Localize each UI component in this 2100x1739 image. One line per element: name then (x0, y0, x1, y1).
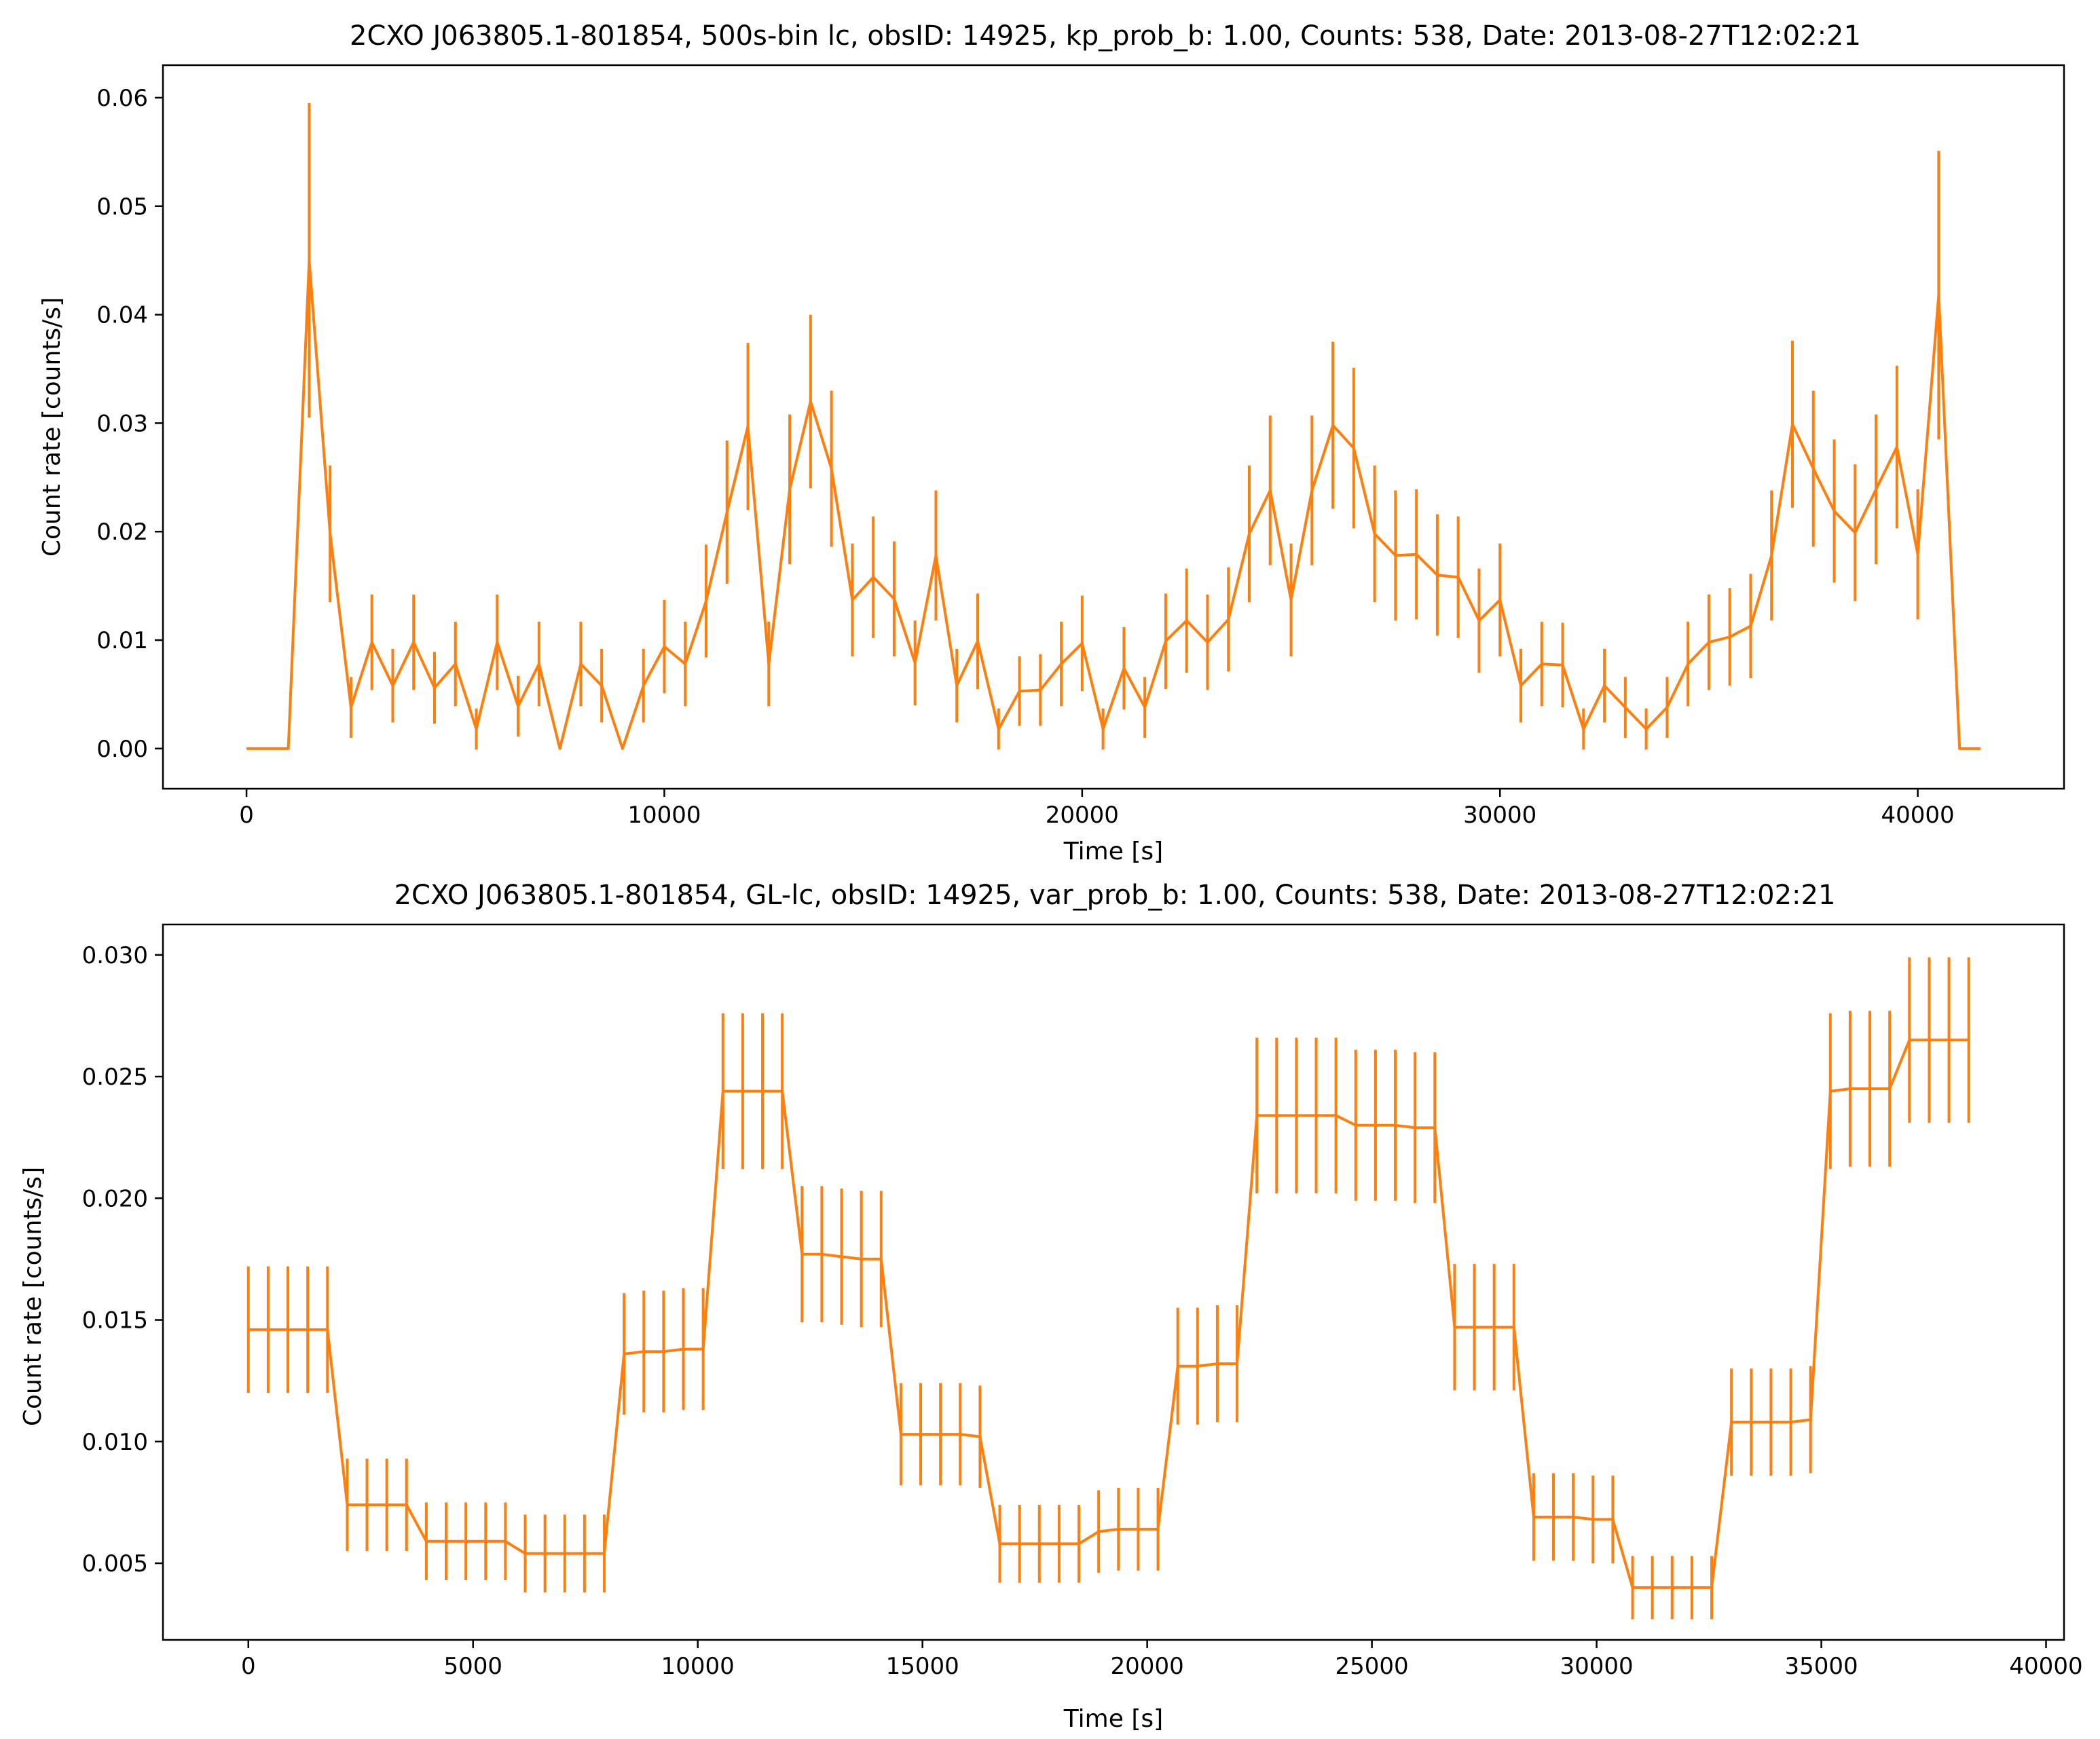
x-tick-label: 20000 (1111, 1653, 1184, 1680)
x-tick-label: 10000 (627, 802, 701, 829)
plot-frame (162, 923, 2065, 1641)
plot-frame (162, 64, 2065, 790)
x-axis-label: Time [s] (1063, 1705, 1163, 1733)
y-tick-label: 0.025 (82, 1064, 148, 1091)
series-line (248, 1039, 1969, 1589)
x-tick-label: 40000 (1881, 802, 1955, 829)
y-axis-label: Count rate [counts/s] (38, 297, 66, 557)
x-tick-label: 5000 (443, 1653, 502, 1680)
x-tick-label: 15000 (886, 1653, 959, 1680)
x-tick-label: 25000 (1335, 1653, 1409, 1680)
x-tick-label: 30000 (1463, 802, 1536, 829)
x-tick-label: 40000 (2009, 1653, 2082, 1680)
y-tick-label: 0.030 (82, 942, 148, 969)
x-axis-label: Time [s] (1063, 838, 1163, 865)
axis-ticks: 0 5000 10000 15000 20000 25000 30000 35000 40000… (82, 942, 2083, 1680)
x-tick-label: 10000 (661, 1653, 735, 1680)
y-tick-label: 0.015 (82, 1307, 148, 1334)
y-tick-label: 0.00 (96, 736, 148, 763)
plot-area (246, 102, 1981, 750)
axis-ticks: 0 10000 20000 30000 40000 0.00 0.01 0.02 0.03 0.0… (96, 85, 1954, 829)
y-tick-label: 0.020 (82, 1185, 148, 1212)
x-tick-label: 30000 (1560, 1653, 1633, 1680)
y-tick-label: 0.06 (96, 85, 148, 112)
y-tick-label: 0.01 (96, 627, 148, 654)
y-tick-label: 0.03 (96, 410, 148, 437)
x-tick-label: 20000 (1046, 802, 1119, 829)
plot-area (246, 957, 1970, 1620)
y-tick-label: 0.005 (82, 1550, 148, 1577)
x-tick-label: 0 (239, 802, 254, 829)
y-tick-label: 0.02 (96, 519, 148, 546)
x-tick-label: 35000 (1784, 1653, 1858, 1680)
chart-500s-bin-lc: 2CXO J063805.1-801854, 500s-bin lc, obsI… (38, 20, 2065, 865)
chart-gl-lc: 2CXO J063805.1-801854, GL-lc, obsID: 149… (19, 880, 2083, 1733)
y-tick-label: 0.05 (96, 193, 148, 221)
y-tick-label: 0.04 (96, 302, 148, 329)
x-tick-label: 0 (241, 1653, 256, 1680)
chart-title: 2CXO J063805.1-801854, 500s-bin lc, obsI… (350, 20, 1861, 52)
y-tick-label: 0.010 (82, 1429, 148, 1456)
y-axis-label: Count rate [counts/s] (19, 1167, 47, 1426)
chart-title: 2CXO J063805.1-801854, GL-lc, obsID: 149… (394, 880, 1836, 911)
